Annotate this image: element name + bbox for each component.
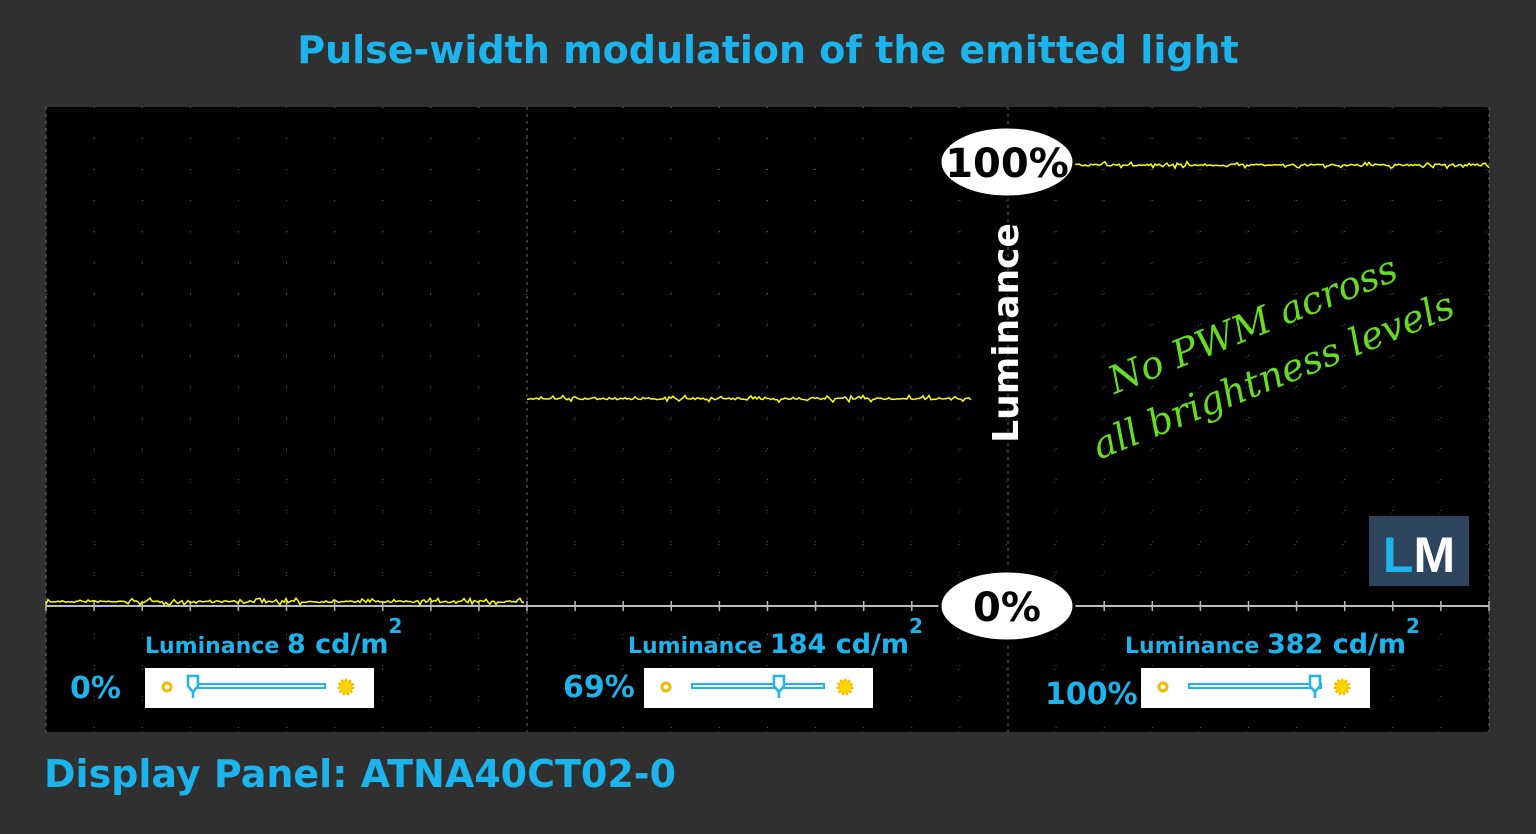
luminance-label: Luminance 184 cd/m2 (628, 614, 923, 660)
luminance-word: Luminance (628, 634, 770, 659)
slider-thumb (772, 674, 786, 698)
slider-thumb (186, 674, 200, 698)
bright-sun-icon (337, 678, 355, 696)
slider-track (691, 683, 825, 689)
luminance-value: 184 cd/m (770, 629, 909, 660)
bright-sun-icon (1333, 678, 1351, 696)
brightness-panel: Luminance 184 cd/m2 69% (563, 614, 923, 708)
luminance-label: Luminance 382 cd/m2 (1125, 614, 1420, 660)
brightness-panels: Luminance 8 cd/m20%Luminance 184 cd/m269… (70, 614, 1420, 712)
trace-100% (1072, 160, 1490, 170)
y-tick-100: 100% (945, 141, 1069, 187)
brightness-percent: 100% (1045, 677, 1138, 712)
dim-sun-icon (161, 681, 173, 693)
logo: LM (1369, 516, 1469, 586)
top-label-bubble (938, 125, 1076, 199)
dim-sun-icon (1157, 681, 1169, 693)
unit-superscript: 2 (388, 614, 402, 638)
luminance-value: 382 cd/m (1267, 629, 1406, 660)
brightness-panel: Luminance 382 cd/m2 100% (1045, 614, 1420, 712)
trace-0% (45, 596, 525, 607)
logo-text: LM (1383, 527, 1455, 583)
dim-sun-icon (660, 681, 672, 693)
display-panel-label: Display Panel: ATNA40CT02-0 (44, 752, 677, 796)
brightness-percent: 69% (563, 670, 635, 705)
slider-thumb (1308, 674, 1322, 698)
unit-superscript: 2 (1406, 614, 1420, 638)
y-axis-label: Luminance (986, 223, 1027, 443)
luminance-word: Luminance (1125, 634, 1267, 659)
bottom-label-bubble (938, 569, 1076, 643)
y-tick-0: 0% (973, 585, 1041, 631)
bright-sun-icon (836, 678, 854, 696)
brightness-percent: 0% (70, 671, 121, 706)
traces (45, 160, 1490, 607)
brightness-panel: Luminance 8 cd/m2 0% (70, 614, 402, 708)
trace-69% (526, 393, 972, 404)
luminance-label: Luminance 8 cd/m2 (145, 614, 402, 660)
luminance-word: Luminance (145, 634, 287, 659)
luminance-value: 8 cd/m (287, 629, 389, 660)
unit-superscript: 2 (909, 614, 923, 638)
chart-title: Pulse-width modulation of the emitted li… (297, 28, 1239, 72)
